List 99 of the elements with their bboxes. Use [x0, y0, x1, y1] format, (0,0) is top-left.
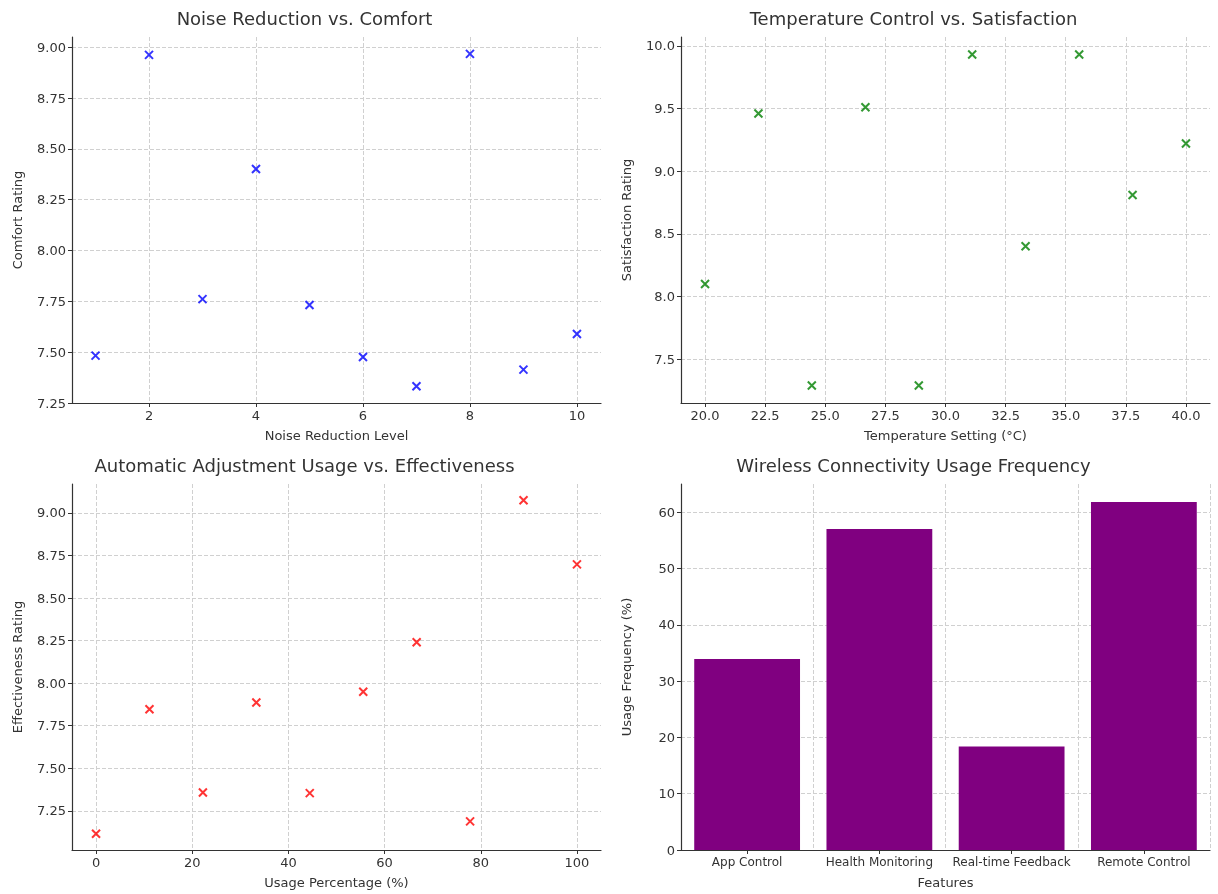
x-axis-title: Temperature Setting (°C): [863, 428, 1027, 443]
bar: [826, 529, 933, 850]
x-tick-label: 32.5: [991, 408, 1021, 423]
point: [464, 48, 475, 59]
point: [90, 350, 101, 361]
y-tick-label: 7.5: [654, 351, 675, 367]
point: [197, 787, 208, 798]
x-axis-title: Usage Percentage (%): [264, 875, 409, 890]
x-tick-label: 6: [358, 408, 368, 423]
point: [1180, 138, 1191, 149]
point: [411, 637, 422, 648]
x-tick-label: Remote Control: [1097, 855, 1191, 869]
y-tick-label: 7.25: [37, 803, 66, 819]
y-tick-label: 7.50: [37, 760, 66, 776]
point: [753, 108, 764, 119]
point: [304, 788, 315, 799]
point: [571, 329, 582, 340]
chart-title: Wireless Connectivity Usage Frequency: [736, 454, 1092, 476]
y-tick-label: 8.5: [654, 226, 675, 242]
point: [518, 364, 529, 375]
y-tick-label: 8.25: [37, 192, 66, 208]
x-tick-label: 80: [472, 855, 490, 870]
point: [304, 299, 315, 310]
y-tick-label: 8.00: [37, 243, 66, 258]
x-tick-label: 30.0: [931, 408, 960, 423]
x-tick-label: 0: [91, 855, 101, 870]
y-axis-title: Comfort Rating: [10, 170, 25, 270]
y-tick-label: 10.0: [646, 38, 675, 54]
y-tick-label: 40: [658, 617, 675, 633]
point: [251, 697, 262, 708]
point: [860, 102, 871, 113]
chart-title: Noise Reduction vs. Comfort: [176, 7, 433, 29]
chart-title: Temperature Control vs. Satisfaction: [748, 7, 1078, 29]
y-tick-label: 7.50: [37, 344, 66, 360]
point: [144, 49, 155, 60]
point: [251, 163, 261, 174]
point: [357, 352, 368, 363]
point: [967, 49, 978, 60]
x-tick-label: 4: [251, 408, 261, 423]
point: [518, 495, 529, 506]
y-tick-label: 10: [658, 786, 675, 802]
point: [1127, 189, 1138, 200]
x-tick-label: 8: [465, 408, 475, 423]
point: [411, 381, 422, 392]
bar: [694, 659, 801, 850]
y-tick-label: 8.75: [37, 90, 66, 106]
x-axis-title: Noise Reduction Level: [264, 428, 409, 443]
y-axis-title: Effectiveness Rating: [10, 600, 25, 734]
point: [806, 380, 817, 391]
y-tick-label: 20: [658, 729, 675, 745]
y-tick-label: 9.0: [654, 163, 675, 179]
y-tick-label: 8.50: [37, 590, 66, 606]
x-tick-label: Health Monitoring: [825, 855, 934, 869]
y-tick-label: 0: [666, 842, 675, 858]
y-tick-label: 8.50: [37, 141, 66, 157]
y-tick-label: 30: [658, 673, 675, 689]
point: [197, 294, 208, 305]
chart-title: Automatic Adjustment Usage vs. Effectiveness: [94, 454, 515, 476]
point: [913, 380, 924, 391]
y-axis-title: Usage Frequency (%): [619, 597, 634, 737]
point: [465, 816, 476, 827]
x-tick-label: 60: [376, 855, 393, 870]
x-tick-label: App Control: [711, 855, 783, 869]
y-tick-label: 7.75: [37, 293, 66, 309]
x-tick-label: 40: [280, 855, 297, 870]
y-tick-label: 7.75: [37, 718, 66, 734]
point: [358, 686, 369, 697]
x-tick-label: 27.5: [870, 408, 900, 423]
x-tick-label: 2: [144, 408, 154, 423]
x-tick-label: 20.0: [690, 408, 720, 423]
x-axis-title: Features: [917, 875, 974, 890]
y-tick-label: 8.25: [37, 633, 66, 649]
x-tick-label: 22.5: [750, 408, 780, 423]
y-axis-title: Satisfaction Rating: [619, 158, 634, 282]
y-tick-label: 7.25: [37, 395, 66, 411]
point: [571, 559, 582, 570]
y-tick-label: 8.00: [37, 675, 66, 691]
y-tick-label: 9.00: [37, 39, 66, 55]
point: [1074, 49, 1085, 60]
x-tick-label: 20: [183, 855, 201, 870]
x-tick-label: 10: [568, 408, 586, 423]
bar: [1090, 502, 1197, 850]
point: [91, 828, 102, 839]
x-tick-label: 35.0: [1051, 408, 1081, 423]
point: [144, 704, 155, 715]
x-tick-label: 40.0: [1171, 408, 1201, 423]
bar: [958, 746, 1065, 850]
y-tick-label: 9.00: [37, 505, 66, 521]
y-tick-label: 8.0: [654, 288, 675, 304]
point: [700, 278, 711, 289]
x-tick-label: 25.0: [810, 408, 840, 423]
x-tick-label: 37.5: [1111, 408, 1141, 423]
y-tick-label: 8.75: [37, 548, 66, 563]
point: [1020, 241, 1031, 252]
y-tick-label: 50: [658, 560, 675, 576]
y-tick-label: 9.5: [654, 100, 675, 116]
y-tick-label: 60: [658, 504, 675, 520]
x-tick-label: Real-time Feedback: [952, 855, 1071, 869]
x-tick-label: 100: [564, 855, 590, 870]
